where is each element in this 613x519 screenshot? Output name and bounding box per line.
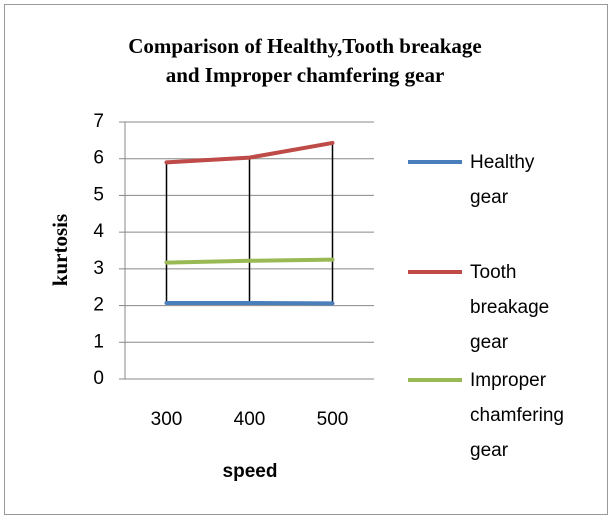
legend-label: Tooth breakage gear <box>470 261 550 353</box>
y-tick-label: 1 <box>93 331 104 352</box>
chart-title: Comparison of Healthy,Tooth breakage <box>128 34 482 58</box>
y-tick-label: 6 <box>93 148 104 169</box>
chart-title: and Improper chamfering gear <box>166 63 445 87</box>
x-tick-label: 400 <box>234 409 266 430</box>
y-tick-label: 5 <box>93 184 104 205</box>
y-tick-label: 0 <box>93 368 104 389</box>
legend-label: Healthy gear <box>470 151 535 208</box>
x-tick-label: 500 <box>317 409 349 430</box>
chart-border <box>4 4 608 515</box>
y-tick-label: 4 <box>93 221 104 242</box>
legend-label: Improper chamfering gear <box>470 369 564 461</box>
y-tick-label: 7 <box>93 111 104 132</box>
y-tick-label: 2 <box>93 295 104 316</box>
x-tick-label: 300 <box>151 409 183 430</box>
data-line <box>164 257 335 265</box>
x-axis-label: speed <box>223 461 278 482</box>
data-line <box>164 140 335 165</box>
y-axis-label: kurtosis <box>48 214 72 286</box>
y-tick-label: 3 <box>93 258 104 279</box>
